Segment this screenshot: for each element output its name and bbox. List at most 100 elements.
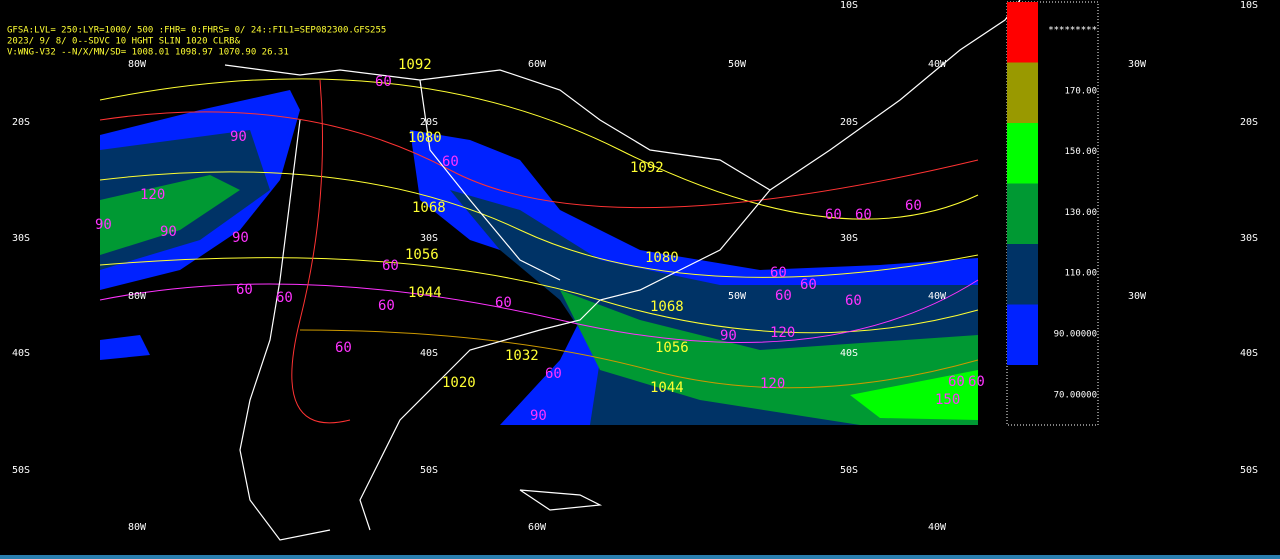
wind-label: 60: [335, 340, 352, 356]
colorbar-label: 130.00: [1064, 208, 1097, 218]
lon-label: 30W: [1128, 291, 1147, 302]
lat-label: 10S: [840, 0, 858, 11]
lat-label: 30S: [1240, 233, 1258, 244]
contours: [99, 78, 979, 424]
lat-label: 20S: [1240, 117, 1258, 128]
labels: 10S 10S 20S 20S 20S 20S 30S 30S 30S 30S 40S 40S 40S 4…: [12, 0, 1258, 533]
wind-label: 90: [230, 129, 247, 145]
lat-label: 20S: [840, 117, 858, 128]
wind-label: 90: [530, 408, 547, 424]
colorbar-label: 90.00000: [1054, 330, 1097, 340]
shade-blue: [100, 335, 150, 360]
height-contour: [299, 329, 979, 389]
wind-label: 60: [236, 282, 253, 298]
lon-label: 30W: [1128, 59, 1147, 70]
lon-label: 80W: [128, 59, 147, 70]
wind-shading: [100, 90, 978, 425]
wind-label: 60: [948, 374, 965, 390]
lat-label: 50S: [420, 465, 438, 476]
border: [419, 79, 561, 281]
height-label: 1068: [650, 299, 684, 315]
lon-label: 50W: [728, 59, 747, 70]
shade-green: [100, 175, 240, 255]
lon-label: 60W: [528, 522, 547, 533]
coast: [359, 189, 771, 531]
colorbar-swatch: [1007, 304, 1038, 365]
wind-label: 60: [845, 293, 862, 309]
height-label: 1092: [398, 57, 432, 73]
wind-label: 60: [968, 374, 985, 390]
wind-label: 60: [276, 290, 293, 306]
wind-label: 60: [378, 298, 395, 314]
lat-label: 20S: [420, 117, 438, 128]
header-line: 2023/ 9/ 8/ 0--SDVC 10 HGHT SLIN 1020 CL…: [7, 37, 241, 47]
lon-label: 50W: [728, 291, 747, 302]
coast: [224, 0, 1021, 191]
wind-label: 60: [495, 295, 512, 311]
lat-label: 10S: [1240, 0, 1258, 11]
wind-label: 60: [825, 207, 842, 223]
height-label: 1092: [630, 160, 664, 176]
colorbar-label: *********: [1048, 26, 1097, 36]
colorbar-label: 110.00: [1064, 269, 1097, 279]
colorbar-swatch: [1007, 183, 1038, 244]
wind-contour: [291, 79, 351, 424]
colorbar-label: 70.00000: [1054, 390, 1097, 400]
colorbar-label: 150.00: [1064, 147, 1097, 157]
lon-label: 80W: [128, 291, 147, 302]
colorbar-swatch: [1007, 244, 1038, 305]
coastline: [224, 0, 1021, 541]
lon-label: 40W: [928, 59, 947, 70]
height-contour: [99, 78, 979, 220]
header: GFSA:LVL= 250:LYR=1000/ 500 :FHR= 0:FHRS…: [7, 26, 386, 58]
lat-label: 30S: [420, 233, 438, 244]
island: [519, 489, 603, 511]
lat-label: 50S: [1240, 465, 1258, 476]
lat-label: 30S: [12, 233, 30, 244]
wind-label: 90: [720, 328, 737, 344]
lat-label: 20S: [12, 117, 30, 128]
wind-label: 60: [382, 258, 399, 274]
wind-label: 60: [800, 277, 817, 293]
wind-label: 120: [760, 376, 785, 392]
lat-label: 30S: [840, 233, 858, 244]
wind-label: 60: [442, 154, 459, 170]
colorbar-swatch: [1007, 123, 1038, 184]
height-contour: [99, 257, 979, 334]
lat-label: 40S: [420, 348, 438, 359]
wind-label: 90: [232, 230, 249, 246]
lon-label: 80W: [128, 522, 147, 533]
lon-label: 40W: [928, 291, 947, 302]
height-label: 1080: [645, 250, 679, 266]
wind-label: 150: [935, 392, 960, 408]
coast: [239, 119, 331, 541]
wind-label: 60: [905, 198, 922, 214]
colorbar-label: 170.00: [1064, 86, 1097, 96]
lat-label: 40S: [12, 348, 30, 359]
wind-label: 60: [545, 366, 562, 382]
colorbar-swatch: [1007, 62, 1038, 123]
height-label: 1068: [412, 200, 446, 216]
wind-label: 60: [775, 288, 792, 304]
colorbar: ********* 170.00 150.00 130.00 110.00 90.0000…: [1006, 1, 1099, 426]
status-strip: [0, 555, 1280, 559]
header-line: V:WNG-V32 --N/X/MN/SD= 1008.01 1098.97 1…: [7, 48, 289, 58]
wind-contour: [99, 111, 979, 209]
height-label: 1044: [650, 380, 684, 396]
height-label: 1056: [405, 247, 439, 263]
wind-label: 90: [95, 217, 112, 233]
height-label: 1056: [655, 340, 689, 356]
shade-lime: [850, 370, 978, 420]
height-label: 1044: [408, 285, 442, 301]
lat-label: 50S: [12, 465, 30, 476]
lat-label: 40S: [1240, 348, 1258, 359]
wind-label: 120: [140, 187, 165, 203]
height-label: 1032: [505, 348, 539, 364]
lon-label: 40W: [928, 522, 947, 533]
wind-label: 60: [855, 207, 872, 223]
wind-label: 90: [160, 224, 177, 240]
header-line: GFSA:LVL= 250:LYR=1000/ 500 :FHR= 0:FHRS…: [7, 26, 386, 36]
colorbar-swatch: [1007, 2, 1038, 63]
wind-label: 60: [375, 74, 392, 90]
